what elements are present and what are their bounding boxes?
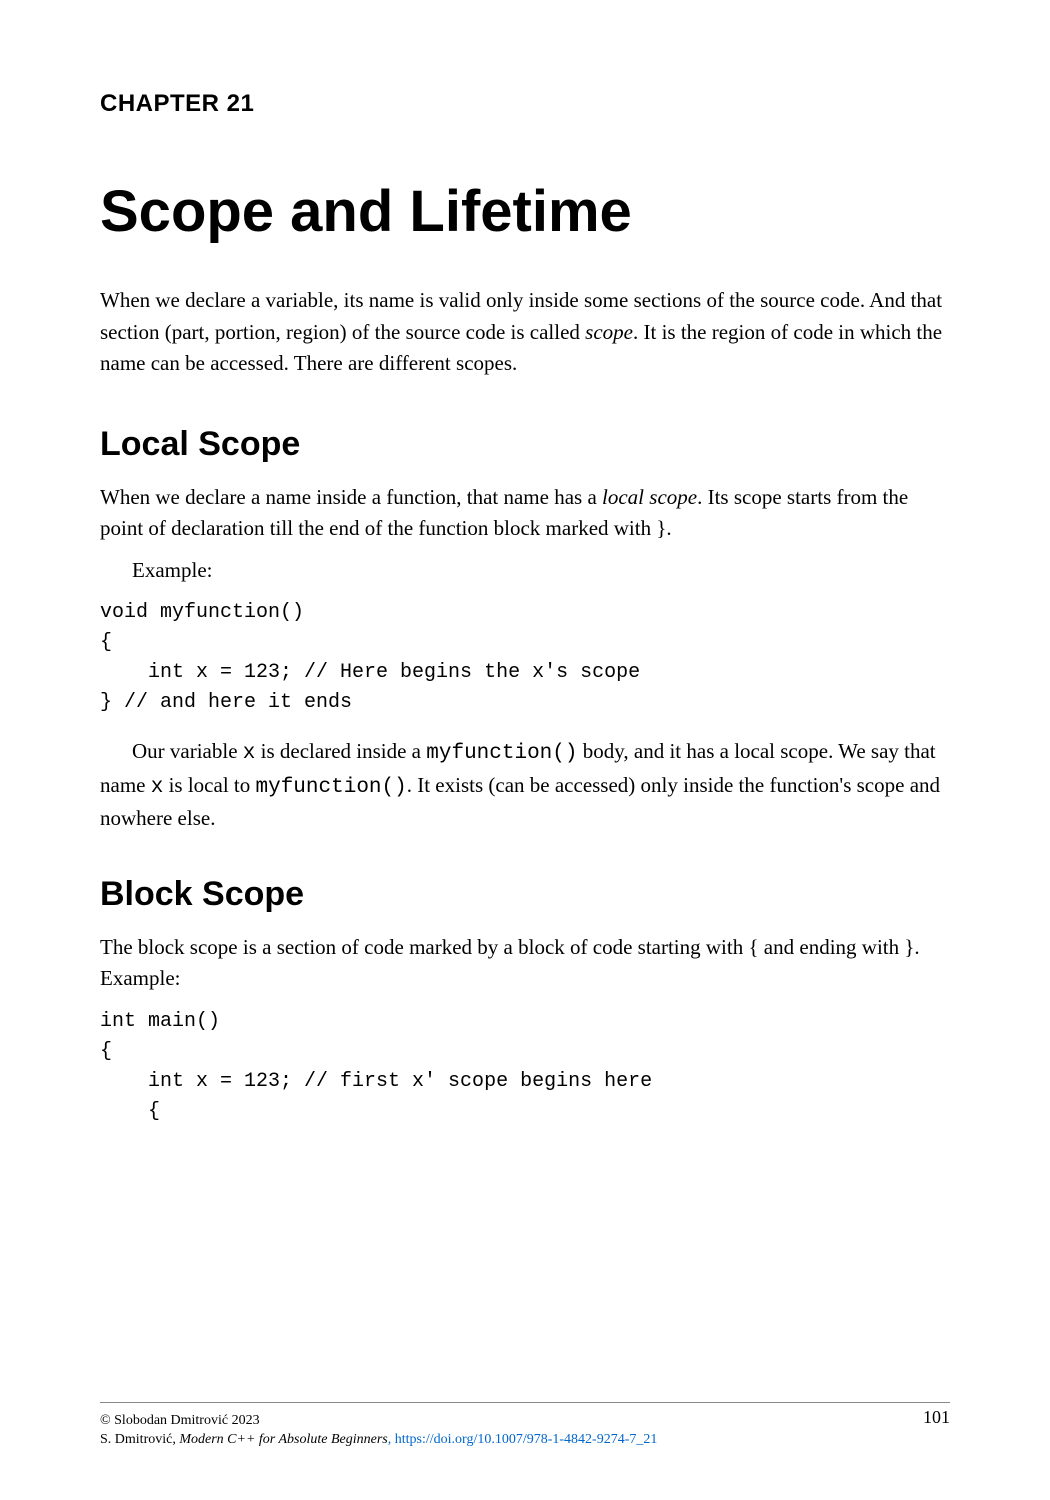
- code-block-1: void myfunction() { int x = 123; // Here…: [100, 598, 950, 718]
- ls2-seg2: is declared inside a: [255, 739, 426, 763]
- ls2-seg1: Our variable: [132, 739, 243, 763]
- footer-citation: S. Dmitrović, Modern C++ for Absolute Be…: [100, 1430, 950, 1450]
- footer-author: S. Dmitrović,: [100, 1432, 179, 1447]
- intro-paragraph: When we declare a variable, its name is …: [100, 285, 950, 380]
- footer-title: Modern C++ for Absolute Beginners: [179, 1432, 387, 1447]
- ls2-seg4: is local to: [163, 773, 255, 797]
- local-scope-para-1: When we declare a name inside a function…: [100, 482, 950, 545]
- ls-italic: local scope: [602, 485, 697, 509]
- block-scope-para: The block scope is a section of code mar…: [100, 932, 950, 995]
- chapter-title: Scope and Lifetime: [100, 178, 950, 245]
- ls-text-1: When we declare a name inside a function…: [100, 485, 602, 509]
- section-heading-block-scope: Block Scope: [100, 875, 950, 914]
- example-label-1: Example:: [100, 555, 950, 587]
- footer: © Slobodan Dmitrović 2023 S. Dmitrović, …: [100, 1402, 950, 1450]
- intro-italic: scope: [585, 320, 633, 344]
- section-heading-local-scope: Local Scope: [100, 425, 950, 464]
- chapter-label: CHAPTER 21: [100, 90, 950, 118]
- code-block-2: int main() { int x = 123; // first x' sc…: [100, 1007, 950, 1127]
- local-scope-para-2: Our variable x is declared inside a myfu…: [100, 736, 950, 835]
- footer-link[interactable]: , https://doi.org/10.1007/978-1-4842-927…: [388, 1432, 658, 1447]
- ls2-code3: x: [151, 776, 164, 799]
- ls2-code4: myfunction(): [256, 776, 407, 799]
- ls2-code2: myfunction(): [426, 742, 577, 765]
- ls2-code1: x: [243, 742, 256, 765]
- footer-copyright: © Slobodan Dmitrović 2023: [100, 1411, 950, 1431]
